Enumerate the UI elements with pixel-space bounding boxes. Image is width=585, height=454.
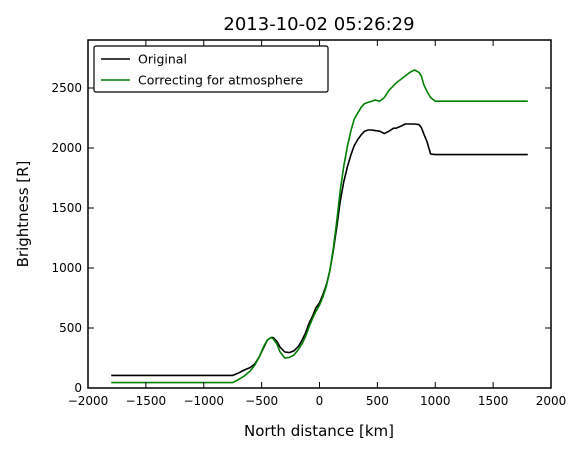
legend-label-2: Correcting for atmosphere [138, 73, 303, 88]
x-tick-label: −1500 [126, 394, 167, 408]
y-tick-label: 500 [59, 321, 82, 335]
x-tick-label: −2000 [68, 394, 109, 408]
ticks-layer: −2000 −1500 −1000 −500 0 500 1000 1500 2000 0 500 1… [51, 40, 566, 408]
legend: Original Correcting for atmosphere [93, 45, 329, 93]
x-tick-label: −1000 [183, 394, 224, 408]
y-axis-label: Brightness [R] [14, 161, 32, 268]
x-tick-label: 500 [366, 394, 389, 408]
series-line-1 [111, 123, 528, 377]
y-tick-label: 2500 [51, 81, 82, 95]
x-tick-label: 1000 [420, 394, 451, 408]
y-tick-label: 2000 [51, 141, 82, 155]
y-tick-label: 1500 [51, 201, 82, 215]
chart-title: 2013-10-02 05:26:29 [223, 14, 414, 35]
series-line-2 [111, 69, 528, 384]
x-axis-label: North distance [km] [244, 422, 394, 440]
legend-label-1: Original [138, 52, 187, 67]
x-tick-label: 2000 [536, 394, 567, 408]
series-layer [111, 69, 528, 384]
y-tick-label: 0 [74, 381, 82, 395]
x-tick-label: −500 [245, 394, 278, 408]
legend-box [93, 45, 329, 93]
x-tick-label: 1500 [478, 394, 509, 408]
x-tick-label: 0 [316, 394, 324, 408]
y-tick-label: 1000 [51, 261, 82, 275]
